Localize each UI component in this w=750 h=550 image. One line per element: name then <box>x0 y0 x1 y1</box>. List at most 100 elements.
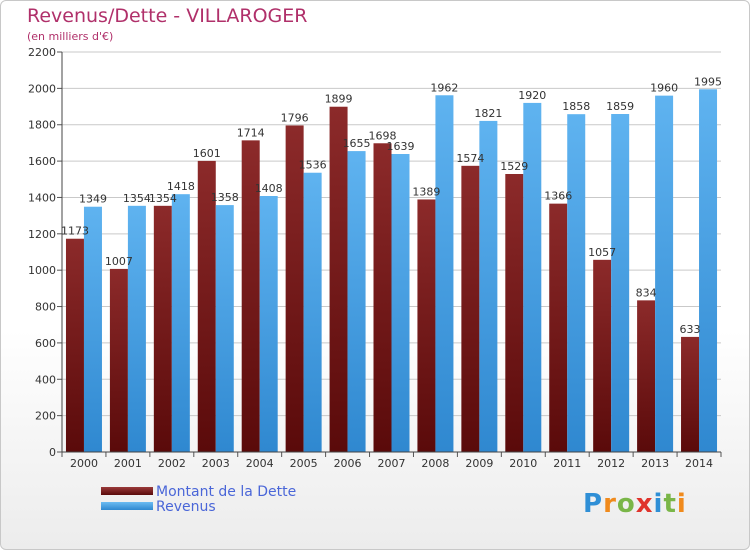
x-tick-label: 2003 <box>202 457 230 470</box>
bar-dette-2007 <box>373 143 392 453</box>
data-label-dette-2014: 633 <box>680 323 701 336</box>
data-label-dette-2001: 1007 <box>105 255 133 268</box>
data-label-dette-2002: 1354 <box>149 192 177 205</box>
data-label-dette-2004: 1714 <box>237 126 265 139</box>
data-label-dette-2003: 1601 <box>193 147 221 160</box>
x-tick-label: 2001 <box>114 457 142 470</box>
bar-dette-2003 <box>197 160 216 452</box>
data-label-dette-2013: 834 <box>636 286 657 299</box>
data-label-revenus-2011: 1858 <box>562 100 590 113</box>
y-tick-label: 2200 <box>28 46 56 59</box>
x-tick-label: 2004 <box>246 457 274 470</box>
x-tick-label: 2002 <box>158 457 186 470</box>
data-label-revenus-2003: 1358 <box>211 191 239 204</box>
legend-label-dette: Montant de la Dette <box>156 484 297 500</box>
legend-swatch-revenus <box>101 502 153 510</box>
data-label-revenus-2001: 1354 <box>123 192 151 205</box>
bar-dette-2013 <box>637 300 656 452</box>
data-label-dette-2011: 1366 <box>544 190 572 203</box>
bar-dette-2008 <box>417 199 436 452</box>
data-label-revenus-2000: 1349 <box>79 193 107 206</box>
legend-swatch-dette <box>101 487 153 495</box>
x-tick-label: 2005 <box>290 457 318 470</box>
data-label-revenus-2004: 1408 <box>255 182 283 195</box>
data-label-revenus-2014: 1995 <box>694 75 722 88</box>
data-label-dette-2007: 1698 <box>369 129 397 142</box>
bar-revenus-2010 <box>523 102 542 452</box>
x-tick-label: 2009 <box>465 457 493 470</box>
y-tick-label: 1800 <box>28 119 56 132</box>
x-tick-label: 2010 <box>509 457 537 470</box>
proxiti-logo: Proxiti <box>583 489 687 519</box>
bar-revenus-2012 <box>611 114 630 452</box>
y-tick-label: 200 <box>35 410 56 423</box>
chart-title: Revenus/Dette - VILLAROGER <box>27 5 308 27</box>
bar-revenus-2001 <box>127 205 146 452</box>
bar-dette-2005 <box>285 125 304 453</box>
logo-letter: t <box>663 489 677 519</box>
bar-dette-2002 <box>153 205 172 452</box>
x-tick-label: 2000 <box>70 457 98 470</box>
data-label-revenus-2005: 1536 <box>299 159 327 172</box>
bar-dette-2012 <box>593 259 612 452</box>
data-label-dette-2000: 1173 <box>61 225 89 238</box>
data-label-dette-2010: 1529 <box>500 160 528 173</box>
bar-revenus-2005 <box>303 172 322 452</box>
chart-subtitle: (en milliers d'€) <box>27 30 114 43</box>
y-tick-label: 2000 <box>28 82 56 95</box>
bar-dette-2009 <box>461 165 480 452</box>
data-label-revenus-2012: 1859 <box>606 100 634 113</box>
data-label-dette-2012: 1057 <box>588 246 616 259</box>
x-tick-label: 2013 <box>641 457 669 470</box>
bar-revenus-2013 <box>655 95 674 453</box>
bar-dette-2000 <box>65 238 84 452</box>
logo-letter: i <box>653 489 664 519</box>
logo-letter: i <box>676 489 687 519</box>
bar-revenus-2006 <box>347 151 366 452</box>
bar-revenus-2002 <box>171 194 190 452</box>
logo-letter: P <box>583 489 604 519</box>
data-label-dette-2008: 1389 <box>412 185 440 198</box>
bar-dette-2010 <box>505 174 524 452</box>
data-label-revenus-2007: 1639 <box>387 140 415 153</box>
bar-revenus-2003 <box>215 205 234 452</box>
bar-dette-2014 <box>681 336 700 452</box>
data-label-revenus-2006: 1655 <box>343 137 371 150</box>
y-tick-label: 1200 <box>28 228 56 241</box>
y-tick-label: 800 <box>35 301 56 314</box>
data-label-dette-2006: 1899 <box>325 93 353 106</box>
bar-dette-2001 <box>109 268 128 452</box>
data-label-dette-2005: 1796 <box>281 111 309 124</box>
logo-letter: r <box>603 489 617 519</box>
bar-revenus-2000 <box>83 206 102 452</box>
y-tick-label: 400 <box>35 373 56 386</box>
data-label-revenus-2013: 1960 <box>650 82 678 95</box>
bar-revenus-2011 <box>567 114 586 452</box>
x-tick-label: 2011 <box>553 457 581 470</box>
data-label-revenus-2010: 1920 <box>518 89 546 102</box>
bar-dette-2006 <box>329 106 348 453</box>
data-label-dette-2009: 1574 <box>456 152 484 165</box>
logo-letter: o <box>616 489 636 519</box>
data-label-revenus-2002: 1418 <box>167 180 195 193</box>
x-tick-label: 2007 <box>378 457 406 470</box>
legend-label-revenus: Revenus <box>156 499 216 515</box>
x-tick-label: 2006 <box>334 457 362 470</box>
bar-revenus-2008 <box>435 95 454 452</box>
x-tick-label: 2008 <box>421 457 449 470</box>
bar-revenus-2014 <box>699 89 718 452</box>
bar-dette-2004 <box>241 140 260 452</box>
y-tick-label: 1400 <box>28 191 56 204</box>
logo-letter: x <box>635 489 654 519</box>
bar-revenus-2009 <box>479 120 498 452</box>
bar-dette-2011 <box>549 203 568 452</box>
x-tick-label: 2014 <box>685 457 713 470</box>
bar-revenus-2004 <box>259 196 278 452</box>
y-tick-label: 0 <box>49 446 56 459</box>
x-tick-label: 2012 <box>597 457 625 470</box>
data-label-revenus-2009: 1821 <box>474 107 502 120</box>
y-tick-label: 600 <box>35 337 56 350</box>
y-tick-label: 1600 <box>28 155 56 168</box>
